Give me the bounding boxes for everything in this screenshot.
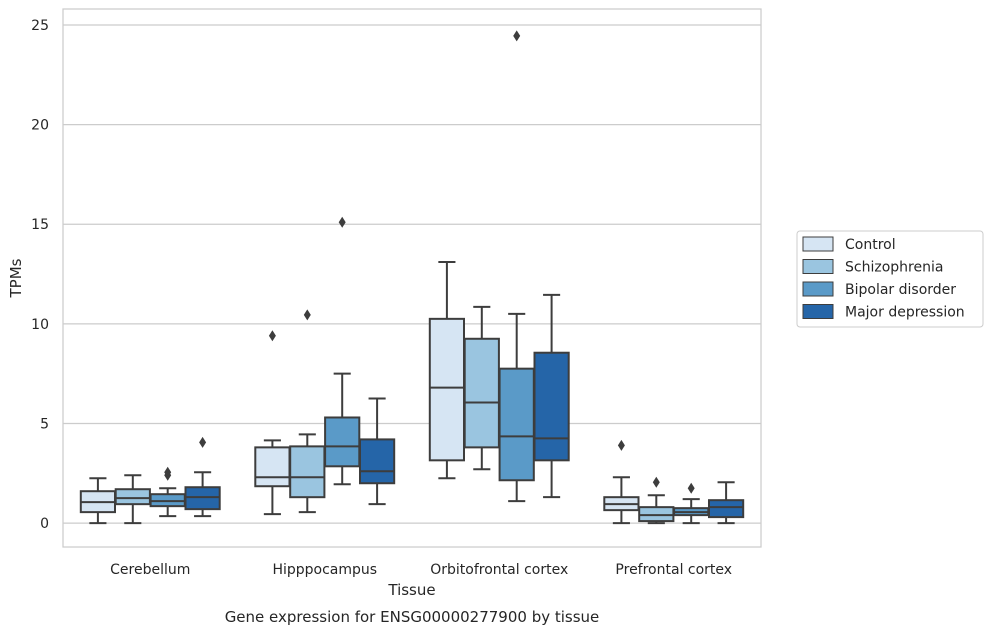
- box-2-3: [533, 293, 570, 499]
- y-tick-label: 10: [31, 317, 49, 333]
- box-3-0: [603, 439, 640, 525]
- x-tick-label: Cerebellum: [110, 562, 190, 578]
- box-0-0: [79, 477, 117, 525]
- outlier-point: [687, 482, 695, 494]
- legend-swatch: [802, 236, 834, 252]
- legend-swatch: [802, 304, 834, 319]
- outlier-point: [652, 476, 660, 488]
- box-0-3: [184, 436, 221, 518]
- box-series: [79, 30, 745, 525]
- x-tick-label: Orbitofrontal cortex: [430, 562, 568, 578]
- legend: Control Schizophrenia Bipolar disorder Majo…: [796, 230, 984, 328]
- x-tick-label: Hipppocampus: [272, 562, 377, 578]
- box-body: [324, 416, 361, 468]
- legend-label: Bipolar disorder: [845, 282, 956, 298]
- box-body: [463, 337, 500, 449]
- y-gridlines: [63, 24, 761, 524]
- box-1-3: [358, 397, 396, 506]
- y-tick-label: 20: [31, 118, 49, 134]
- outlier-point: [164, 466, 172, 478]
- box-body: [289, 445, 326, 499]
- box-3-1: [638, 476, 675, 525]
- legend-label: Schizophrenia: [845, 260, 943, 276]
- x-tick-label: Prefrontal cortex: [615, 562, 732, 578]
- outlier-point: [513, 30, 521, 42]
- legend-label: Control: [845, 237, 896, 253]
- box-2-1: [463, 305, 500, 471]
- y-tick-label: 5: [40, 416, 49, 432]
- box-2-2: [498, 30, 535, 503]
- figure-caption: Gene expression for ENSG00000277900 by t…: [225, 608, 600, 626]
- x-axis-title: Tissue: [387, 581, 435, 599]
- y-tick-label: 15: [31, 217, 49, 233]
- box-body: [428, 317, 466, 462]
- box-body: [254, 446, 291, 488]
- y-tick-labels: 0 5 10 15 20 25: [31, 18, 49, 532]
- x-tick-labels: Cerebellum Hipppocampus Orbitofrontal cort…: [110, 562, 732, 578]
- outlier-point: [338, 216, 346, 228]
- box-0-2: [149, 466, 186, 518]
- outlier-point: [303, 309, 311, 321]
- y-tick-label: 0: [40, 516, 49, 532]
- box-body: [707, 499, 745, 519]
- box-body: [358, 438, 396, 485]
- y-tick-label: 25: [31, 18, 49, 34]
- legend-label: Major depression: [845, 305, 965, 321]
- outlier-point: [268, 330, 276, 342]
- box-1-2: [324, 216, 361, 486]
- box-0-1: [114, 474, 151, 525]
- box-body: [114, 488, 151, 506]
- box-body: [533, 351, 570, 462]
- box-body: [498, 367, 535, 482]
- legend-frame: [796, 230, 984, 328]
- box-1-1: [289, 309, 326, 514]
- plot-frame: [62, 8, 762, 548]
- y-axis-title: TPMs: [7, 258, 25, 298]
- legend-swatch: [802, 259, 834, 274]
- box-3-3: [707, 481, 745, 525]
- legend-swatch: [802, 281, 834, 297]
- outlier-point: [617, 439, 625, 451]
- outlier-point: [199, 436, 207, 448]
